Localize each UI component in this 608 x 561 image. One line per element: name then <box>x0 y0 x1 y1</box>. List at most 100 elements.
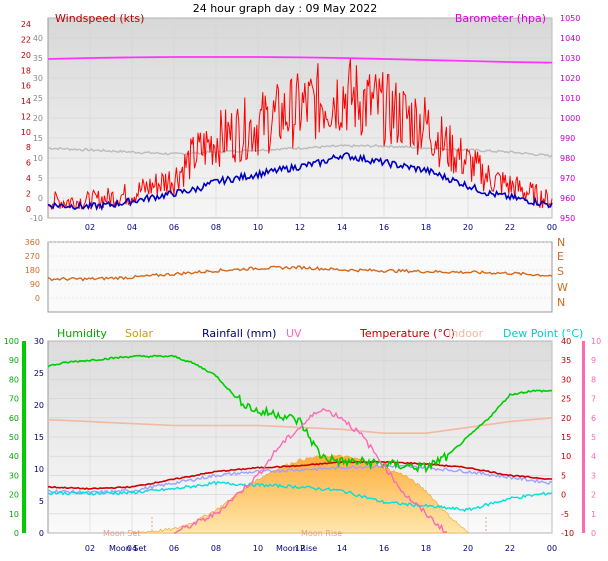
humidity-axis: 0 10 20 30 40 50 60 70 80 90 100 <box>4 337 26 538</box>
top-series <box>47 56 553 212</box>
top-x-axis: 02 04 06 08 10 12 14 16 18 20 22 00 <box>85 223 557 232</box>
mid-right-tick: W <box>557 281 568 294</box>
uv-axis: 0 1 2 3 4 5 6 7 8 9 10 <box>582 337 601 538</box>
temperature-tick: 5 <box>561 471 566 480</box>
temperature-tick: 30 <box>561 375 571 384</box>
dewpoint-line <box>47 480 553 513</box>
top-x-tick: 16 <box>379 223 389 232</box>
top-left-red-tick: 16 <box>21 82 31 91</box>
top-left-red-tick: 22 <box>21 36 31 45</box>
uv-tick: 3 <box>591 471 596 480</box>
humidity-tick: 40 <box>9 452 19 461</box>
mid-right-tick: N <box>557 236 565 249</box>
bottom-x-tick: 14 <box>337 544 347 553</box>
humidity-line <box>47 354 553 474</box>
top-x-tick: 14 <box>337 223 347 232</box>
top-right-tick: 1020 <box>560 74 580 83</box>
temperature-line <box>47 460 553 490</box>
label-indoor: Indoor <box>448 327 484 340</box>
rainfall-tick: 15 <box>34 433 44 442</box>
uv-tick: 5 <box>591 433 596 442</box>
top-right-tick: 1040 <box>560 34 580 43</box>
mid-left-tick: 0 <box>35 294 40 303</box>
page-title: 24 hour graph day : 09 May 2022 <box>193 2 378 15</box>
top-right-tick: 990 <box>560 134 575 143</box>
top-x-tick: 10 <box>253 223 263 232</box>
top-left-tick: 15 <box>33 134 43 143</box>
temperature-tick: -5 <box>561 510 569 519</box>
mid-left-tick: 180 <box>25 266 40 275</box>
bottom-x-tick: 22 <box>505 544 515 553</box>
temperature-tick: 0 <box>561 491 566 500</box>
bottom-x-tick: 04 <box>127 544 137 553</box>
windspeed-avg-line <box>47 152 553 212</box>
uv-axis-bar <box>582 341 585 533</box>
top-left-axis: -10 0 5 10 15 20 25 30 35 40 <box>30 34 43 223</box>
uv-tick: 8 <box>591 375 596 384</box>
humidity-tick: 90 <box>9 356 19 365</box>
rainfall-tick: 5 <box>39 497 44 506</box>
barometer-title: Barometer (hpa) <box>455 12 546 25</box>
top-left-tick: 5 <box>38 174 43 183</box>
rainfall-tick: 30 <box>34 337 44 346</box>
windspeed-title: Windspeed (kts) <box>55 12 144 25</box>
top-left-red-tick: 12 <box>21 112 31 121</box>
top-right-tick: 980 <box>560 154 575 163</box>
windspeed-gust-line <box>47 58 553 211</box>
bottom-x-tick: 10 <box>253 544 263 553</box>
uv-tick: 4 <box>591 452 596 461</box>
top-right-tick: 1000 <box>560 114 580 123</box>
temperature-axis: -10 -5 0 5 10 15 20 25 30 35 40 <box>561 337 574 538</box>
top-left-tick: 0 <box>38 194 43 203</box>
mid-plot-area <box>47 241 553 313</box>
mid-left-axis: 0 90 180 270 360 <box>25 238 40 303</box>
mid-grid <box>48 241 552 299</box>
top-left-red-tick: 2 <box>26 189 31 198</box>
top-x-tick: 08 <box>211 223 221 232</box>
uv-tick: 7 <box>591 395 596 404</box>
humidity-tick: 50 <box>9 433 19 442</box>
moon-rise-label: Moon Rise <box>276 544 317 553</box>
top-right-tick: 1010 <box>560 94 580 103</box>
label-rainfall: Rainfall (mm) <box>202 327 276 340</box>
bottom-x-tick: 08 <box>211 544 221 553</box>
bottom-x-tick: 20 <box>463 544 473 553</box>
top-right-tick: 1050 <box>560 14 580 23</box>
bottom-x-tick: 16 <box>379 544 389 553</box>
uv-tick: 6 <box>591 414 596 423</box>
mid-right-tick: E <box>557 250 564 263</box>
temperature-tick: 15 <box>561 433 571 442</box>
bottom-series <box>47 354 553 534</box>
top-left-red-tick: 14 <box>21 97 31 106</box>
top-right-axis: 950 960 970 980 990 1000 1010 1020 1030 1040 1050 <box>560 14 580 223</box>
top-left-red-tick: 10 <box>21 128 31 137</box>
top-left-tick: 10 <box>33 154 43 163</box>
humidity-tick: 70 <box>9 395 19 404</box>
label-dewpoint: Dew Point (°C) <box>503 327 583 340</box>
humidity-tick: 80 <box>9 375 19 384</box>
humidity-tick: 0 <box>14 529 19 538</box>
top-left-tick: 30 <box>33 74 43 83</box>
temperature-tick: 10 <box>561 452 571 461</box>
temperature-tick: -10 <box>561 529 574 538</box>
top-left-tick: 40 <box>33 34 43 43</box>
rainfall-tick: 10 <box>34 465 44 474</box>
uv-tick: 1 <box>591 510 596 519</box>
top-right-tick: 950 <box>560 214 575 223</box>
wind-direction-line <box>47 265 553 282</box>
bottom-x-tick: 18 <box>421 544 431 553</box>
temperature-tick: 20 <box>561 414 571 423</box>
label-humidity: Humidity <box>57 327 107 340</box>
top-left-red-tick: 18 <box>21 66 31 75</box>
top-x-tick: 00 <box>547 223 557 232</box>
humidity-tick: 100 <box>4 337 19 346</box>
top-left-red-tick: 0 <box>26 205 31 214</box>
rainfall-tick: 25 <box>34 369 44 378</box>
top-x-tick: 20 <box>463 223 473 232</box>
top-left-tick: 20 <box>33 114 43 123</box>
moon-set-marker: Moon Set <box>103 529 140 538</box>
bottom-x-tick: 00 <box>547 544 557 553</box>
